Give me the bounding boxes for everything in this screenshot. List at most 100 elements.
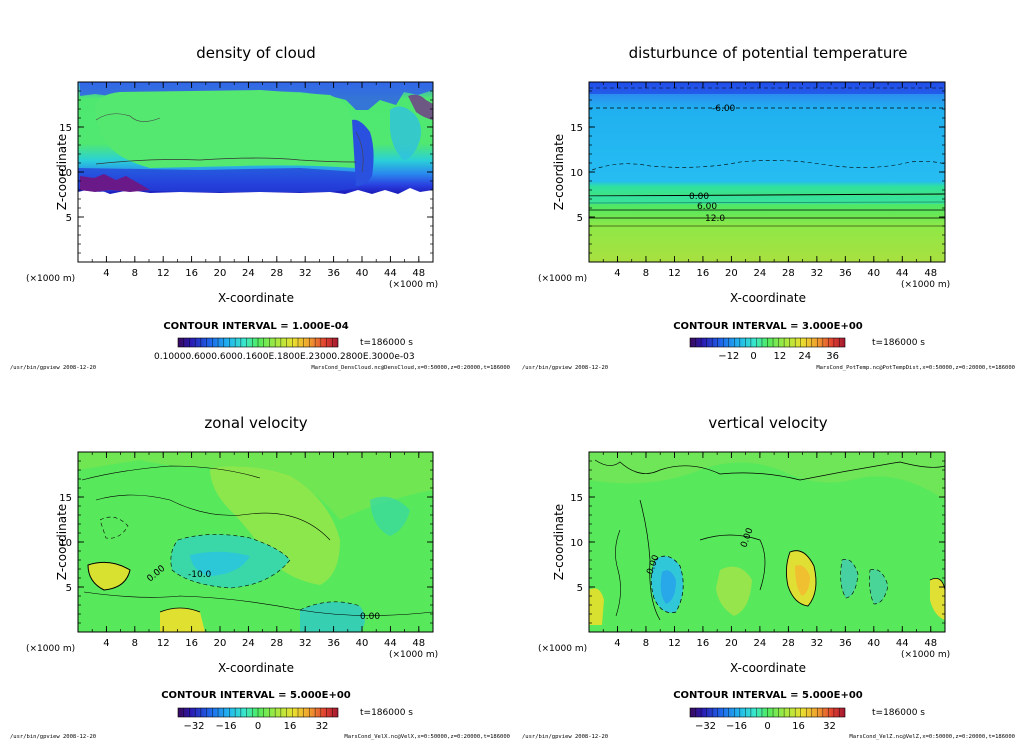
x-tick-label: 40 <box>867 268 880 279</box>
time-label: t=186000 s <box>360 708 413 718</box>
y-tick-label: 5 <box>66 213 72 224</box>
x-tick-label: 20 <box>725 638 738 649</box>
x-tick-label: 12 <box>157 638 170 649</box>
x-tick-label: 36 <box>839 638 852 649</box>
colorbar-ticks <box>183 708 333 717</box>
x-tick-label: 12 <box>668 638 681 649</box>
x-tick-label: 44 <box>896 638 909 649</box>
colorbar-tick-labels: −12 0 12 24 36 <box>718 351 839 362</box>
footer-left: /usr/bin/gpview 2008-12-20 <box>10 365 96 371</box>
x-unit-label-right: (×1000 m) <box>901 650 950 660</box>
x-tick-label: 32 <box>810 268 823 279</box>
x-tick-label: 8 <box>643 638 649 649</box>
y-axis-label: Z-coordinate <box>552 134 566 210</box>
x-tick-label: 24 <box>242 268 255 279</box>
x-tick-label: 4 <box>103 638 109 649</box>
footer-right: MarsCond_VelX.nc@VelX,x=0:50000,z=0:2000… <box>344 734 510 740</box>
x-unit-label-right: (×1000 m) <box>389 650 438 660</box>
x-tick-label: 48 <box>412 268 425 279</box>
x-unit-label-left: (×1000 m) <box>538 274 587 284</box>
x-axis-label: X-coordinate <box>218 661 294 675</box>
y-axis-label: Z-coordinate <box>552 504 566 580</box>
heatmap-field <box>589 82 945 262</box>
time-label: t=186000 s <box>360 338 413 348</box>
x-tick-label: 4 <box>103 268 109 279</box>
y-tick-label: 5 <box>577 213 583 224</box>
x-tick-label: 16 <box>697 268 710 279</box>
x-tick-label: 44 <box>384 638 397 649</box>
x-tick-label: 32 <box>810 638 823 649</box>
colorbar-label: 32 <box>316 721 329 732</box>
x-tick-label: 20 <box>214 638 227 649</box>
x-tick-label: 16 <box>185 268 198 279</box>
colorbar-tick-labels: −32 −16 0 16 32 <box>183 721 328 732</box>
y-axis-label: Z-coordinate <box>55 134 69 210</box>
panel-potential-temperature: disturbunce of potential temperature -6.… <box>522 44 1015 371</box>
contour-label: 12.0 <box>705 214 725 224</box>
x-tick-label: 48 <box>924 268 937 279</box>
x-tick-label: 48 <box>412 638 425 649</box>
colorbar-label: 16 <box>284 721 297 732</box>
x-tick-label: 36 <box>327 268 340 279</box>
y-tick-label: 5 <box>66 583 72 594</box>
x-tick-label: 36 <box>327 638 340 649</box>
x-tick-label: 28 <box>782 638 795 649</box>
colorbar-ticks <box>183 338 333 347</box>
y-tick-label: 5 <box>577 583 583 594</box>
contour-interval: CONTOUR INTERVAL = 3.000E+00 <box>673 321 863 332</box>
colorbar-label: −32 <box>695 721 716 732</box>
x-tick-label: 24 <box>754 638 767 649</box>
colorbar-label: −16 <box>726 721 747 732</box>
x-tick-label: 8 <box>132 638 138 649</box>
x-tick-label: 28 <box>270 268 283 279</box>
panel-zonal-velocity: zonal velocity -10.0 0.00 0.00 4 8 12 16 20 2… <box>10 414 510 740</box>
colorbar-label: 32 <box>823 721 836 732</box>
heatmap-field <box>78 452 433 632</box>
y-tick-label: 15 <box>570 123 583 134</box>
footer-right: MarsCond_DensCloud.nc@DensCloud,x=0:5000… <box>311 365 510 371</box>
heatmap-field <box>589 452 945 632</box>
x-tick-label: 44 <box>896 268 909 279</box>
colorbar-label: −16 <box>215 721 236 732</box>
y-tick-label: 15 <box>59 493 72 504</box>
contour-interval: CONTOUR INTERVAL = 1.000E-04 <box>163 321 348 332</box>
x-tick-label: 20 <box>725 268 738 279</box>
x-tick-label: 40 <box>356 268 369 279</box>
y-tick-label: 10 <box>570 538 583 549</box>
contour-interval: CONTOUR INTERVAL = 5.000E+00 <box>673 690 863 701</box>
x-tick-label: 4 <box>614 638 620 649</box>
colorbar-label: 0 <box>750 351 756 362</box>
x-tick-label: 32 <box>299 638 312 649</box>
chart-title: disturbunce of potential temperature <box>629 44 908 62</box>
contour-label: 0.00 <box>689 192 709 202</box>
y-tick-label: 10 <box>59 168 72 179</box>
x-unit-label-left: (×1000 m) <box>26 274 75 284</box>
contour-label: -6.00 <box>712 104 736 114</box>
x-axis-label: X-coordinate <box>730 291 806 305</box>
x-tick-label: 32 <box>299 268 312 279</box>
footer-right: MarsCond_VelZ.nc@VelZ,x=0:50000,z=0:2000… <box>849 734 1015 740</box>
footer-left: /usr/bin/gpview 2008-12-20 <box>10 734 96 740</box>
y-tick-label: 10 <box>59 538 72 549</box>
chart-title: density of cloud <box>196 44 316 62</box>
colorbar-label: −32 <box>183 721 204 732</box>
colorbar-label: 16 <box>792 721 805 732</box>
x-tick-label: 16 <box>185 638 198 649</box>
footer-left: /usr/bin/gpview 2008-12-20 <box>522 734 608 740</box>
contour-label: 0.00 <box>360 612 380 622</box>
x-tick-label: 44 <box>384 268 397 279</box>
chart-title: vertical velocity <box>708 414 827 432</box>
colorbar-ticks <box>695 338 840 347</box>
x-tick-label: 4 <box>614 268 620 279</box>
y-tick-label: 15 <box>59 123 72 134</box>
contour-label: -10.0 <box>188 570 212 580</box>
time-label: t=186000 s <box>872 708 925 718</box>
x-tick-label: 28 <box>782 268 795 279</box>
x-tick-label: 24 <box>754 268 767 279</box>
